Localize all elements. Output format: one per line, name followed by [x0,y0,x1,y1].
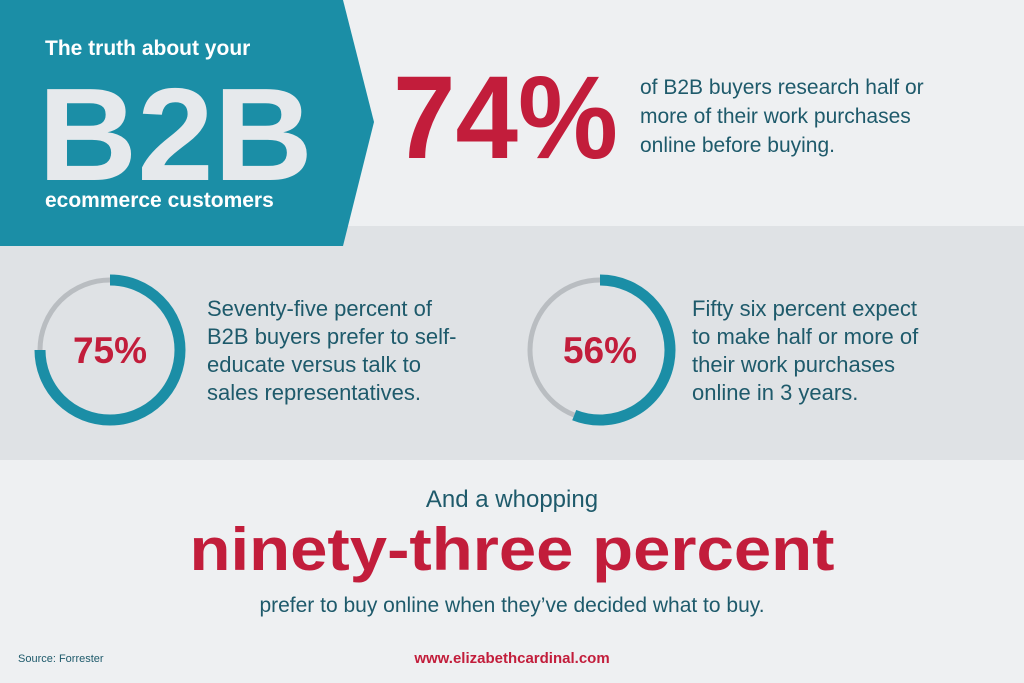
title-banner [0,0,374,246]
ring-rest [37,277,111,351]
stat-line: to make half or more of [692,324,919,349]
headline-line: of B2B buyers research half or [640,76,924,99]
stat-line: Seventy-five percent of [207,296,433,321]
ring-label: 75% [73,330,147,371]
headline-description: of B2B buyers research half or more of th… [640,76,924,157]
stat-line: sales representatives. [207,380,421,405]
headline-line: online before buying. [640,134,835,157]
stat-line: B2B buyers prefer to self- [207,324,456,349]
url: www.elizabethcardinal.com [413,650,609,667]
closing-intro: And a whopping [426,486,598,513]
stat-line: Fifty six percent expect [692,296,917,321]
closing-text: prefer to buy online when they’ve decide… [259,594,764,617]
stat-line: their work purchases [692,352,895,377]
ring-value [34,274,186,426]
stat-line: online in 3 years. [692,380,858,405]
title-line: ecommerce customers [45,189,274,212]
title-big: B2B [38,61,313,208]
stat-line: educate versus talk to [207,352,421,377]
headline-line: more of their work purchases [640,105,911,128]
middle-band [0,226,1024,460]
closing-highlight: ninety-three percent [190,516,835,583]
stats: 75% Seventy-five percent of B2B buyers pre… [34,274,919,426]
ring-rest [527,277,600,418]
headline-stat: 74% [393,52,618,184]
source: Source: Forrester [18,653,104,665]
ring-value [572,274,676,426]
ring-label: 56% [563,330,637,371]
title-line: The truth about your [45,37,250,60]
